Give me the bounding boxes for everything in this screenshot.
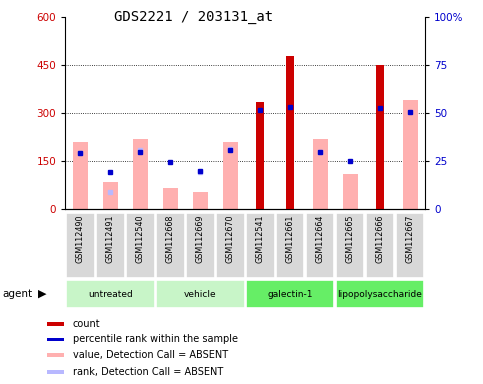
Text: ▶: ▶ [38,289,47,299]
Bar [402,101,417,209]
Text: GSM112541: GSM112541 [256,215,265,263]
Bar [156,280,244,308]
Bar [246,213,274,278]
Text: GSM112665: GSM112665 [345,215,355,263]
Bar [66,213,95,278]
Text: GSM112669: GSM112669 [196,215,205,263]
Text: vehicle: vehicle [184,290,216,299]
Bar [256,102,264,209]
Bar [186,213,214,278]
Text: GSM112661: GSM112661 [285,215,295,263]
Bar [342,174,357,209]
Bar [193,192,208,209]
Bar [396,213,425,278]
Text: GDS2221 / 203131_at: GDS2221 / 203131_at [114,10,273,23]
Text: GSM112666: GSM112666 [376,215,384,263]
Bar [66,280,155,308]
Bar [336,213,365,278]
Bar [313,139,327,209]
Text: count: count [73,319,100,329]
Bar [376,65,384,209]
Bar [126,213,155,278]
Bar [156,213,185,278]
Bar [306,213,335,278]
Text: GSM112540: GSM112540 [136,215,145,263]
Text: GSM112490: GSM112490 [76,215,85,263]
Text: rank, Detection Call = ABSENT: rank, Detection Call = ABSENT [73,367,223,377]
Text: lipopolysaccharide: lipopolysaccharide [338,290,423,299]
Bar [366,213,395,278]
Bar [286,56,294,209]
Text: GSM112670: GSM112670 [226,215,235,263]
Bar [96,213,125,278]
Bar [47,338,64,341]
Bar [47,353,64,357]
Bar [276,213,304,278]
Bar [223,142,238,209]
Bar [336,280,425,308]
Text: untreated: untreated [88,290,132,299]
Bar [163,189,178,209]
Bar [47,322,64,326]
Text: GSM112668: GSM112668 [166,215,175,263]
Text: galectin-1: galectin-1 [268,290,313,299]
Text: value, Detection Call = ABSENT: value, Detection Call = ABSENT [73,350,228,360]
Bar [47,370,64,374]
Text: agent: agent [2,289,32,299]
Bar [133,139,148,209]
Bar [73,142,88,209]
Text: GSM112491: GSM112491 [106,215,114,263]
Bar [216,213,244,278]
Text: GSM112664: GSM112664 [315,215,325,263]
Bar [103,182,118,209]
Text: percentile rank within the sample: percentile rank within the sample [73,334,238,344]
Text: GSM112667: GSM112667 [406,215,414,263]
Bar [246,280,335,308]
